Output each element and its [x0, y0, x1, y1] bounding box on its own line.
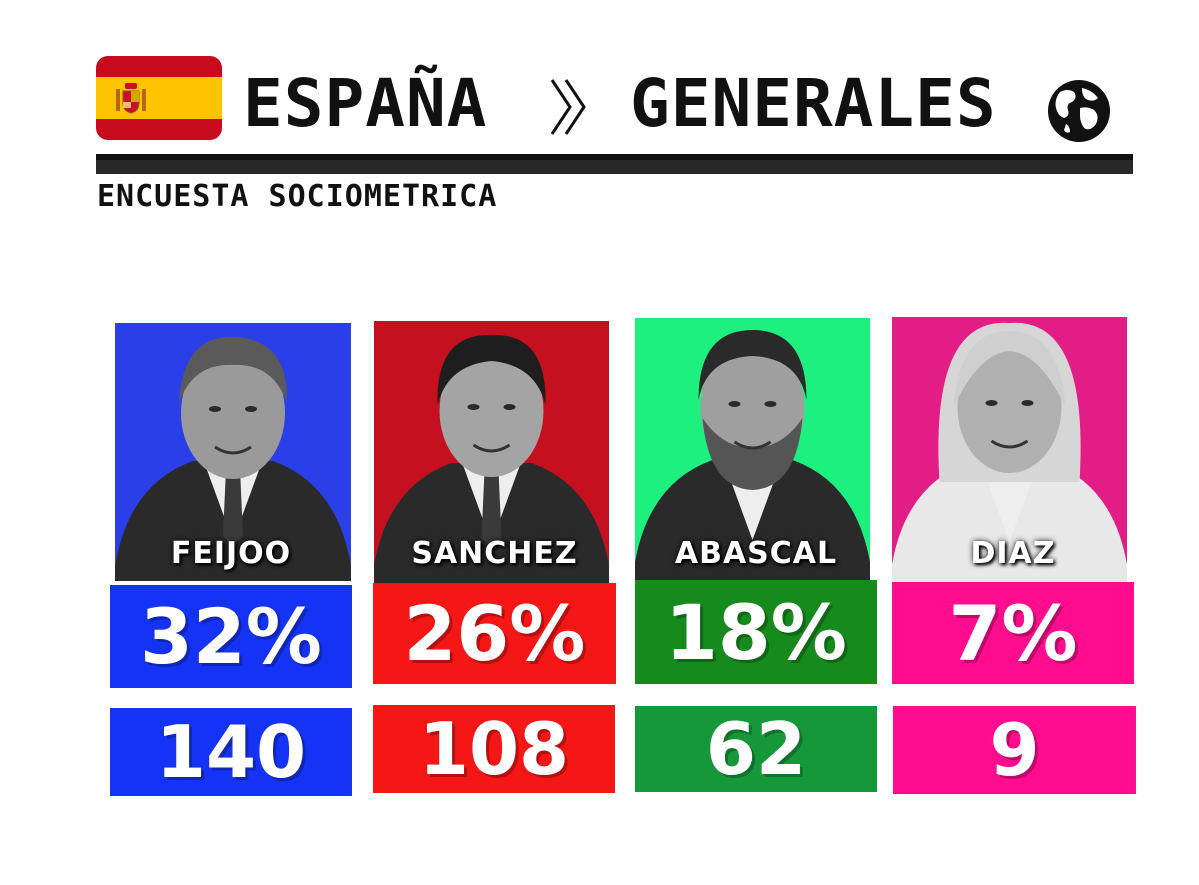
seats-box: 108: [373, 705, 615, 793]
country-title: ESPAÑA: [243, 65, 488, 142]
vote-percent-box: 32%: [110, 585, 352, 688]
seats-box: 140: [110, 708, 352, 796]
candidate-photo-panel: [115, 323, 351, 581]
coat-of-arms-icon: [116, 83, 146, 114]
candidate-photo: [374, 334, 609, 583]
candidate-name-label: FEIJOO: [170, 536, 292, 571]
candidate-name-label: ABASCAL: [674, 536, 838, 571]
globe-icon: [1048, 80, 1110, 142]
vote-percent-box: 18%: [635, 580, 877, 684]
candidate-photo-panel: [892, 317, 1127, 582]
header-divider: [96, 154, 1133, 174]
candidate-photo-panel: [635, 318, 870, 580]
election-title: GENERALES: [630, 65, 997, 142]
vote-percent-box: 26%: [373, 583, 616, 684]
seats-box: 9: [893, 706, 1136, 794]
candidate-photo: [635, 330, 870, 580]
seats-box: 62: [635, 706, 877, 792]
candidate-photo: [892, 322, 1127, 582]
spain-flag-icon: [96, 56, 222, 140]
candidate-photo: [115, 336, 351, 581]
candidate-photo-panel: [374, 321, 609, 583]
candidate-name-label: SANCHEZ: [411, 536, 578, 571]
poll-subtitle: ENCUESTA SOCIOMETRICA: [97, 179, 498, 214]
vote-percent-box: 7%: [892, 582, 1134, 684]
double-chevron-right-icon: [550, 79, 586, 135]
candidate-name-label: DIAZ: [970, 536, 1056, 571]
